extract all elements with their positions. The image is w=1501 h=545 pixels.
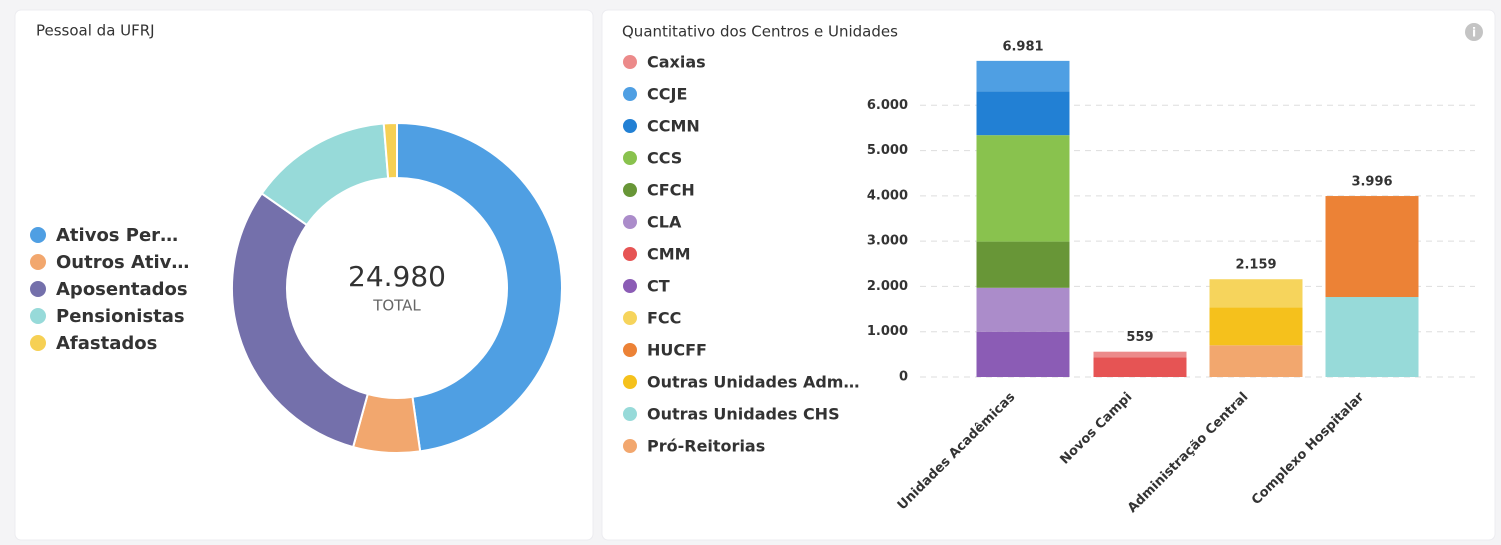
legend-label: CCJE bbox=[647, 85, 687, 104]
card-title: Quantitativo dos Centros e Unidades bbox=[622, 23, 898, 41]
legend-label: FCC bbox=[647, 309, 681, 328]
donut-slice bbox=[382, 121, 398, 180]
center-value: 24.980 bbox=[348, 260, 446, 293]
legend-dot bbox=[623, 343, 637, 357]
legend-dot bbox=[623, 407, 637, 421]
center-caption: TOTAL bbox=[372, 297, 421, 315]
bar-segment bbox=[1093, 357, 1187, 377]
total-label: 3.996 bbox=[1351, 175, 1392, 190]
legend-label: Ativos Per… bbox=[56, 225, 178, 246]
legend-label: Aposentados bbox=[56, 279, 188, 300]
legend-dot bbox=[623, 87, 637, 101]
legend-label: Pró-Reitorias bbox=[647, 437, 765, 456]
legend-dot bbox=[30, 308, 46, 324]
y-tick-label: 3.000 bbox=[867, 234, 908, 249]
legend-label: CFCH bbox=[647, 181, 695, 200]
y-tick-label: 1.000 bbox=[867, 324, 908, 339]
legend-dot bbox=[30, 335, 46, 351]
legend-label: Outras Unidades Adm… bbox=[647, 373, 859, 392]
y-tick-label: 2.000 bbox=[867, 279, 908, 294]
card-title: Pessoal da UFRJ bbox=[36, 22, 155, 40]
legend-label: CCMN bbox=[647, 117, 700, 136]
legend-dot bbox=[623, 215, 637, 229]
bar-segment bbox=[976, 331, 1070, 377]
legend-label: HUCFF bbox=[647, 341, 707, 360]
total-label: 2.159 bbox=[1235, 258, 1276, 273]
bar-segment bbox=[1209, 279, 1303, 308]
bar-segment bbox=[1209, 307, 1303, 346]
total-label: 559 bbox=[1126, 330, 1153, 345]
y-tick-label: 6.000 bbox=[867, 98, 908, 113]
legend-dot bbox=[623, 119, 637, 133]
legend-label: CLA bbox=[647, 213, 682, 232]
legend-dot bbox=[623, 151, 637, 165]
total-label: 6.981 bbox=[1002, 39, 1043, 54]
bar-segment bbox=[976, 60, 1070, 92]
info-icon[interactable]: i bbox=[1465, 23, 1483, 41]
bar-segment bbox=[976, 241, 1070, 288]
legend-label: Afastados bbox=[56, 333, 157, 354]
bar-segment bbox=[1325, 196, 1419, 298]
legend-label: CCS bbox=[647, 149, 682, 168]
bar-segment bbox=[976, 287, 1070, 332]
legend-dot bbox=[623, 311, 637, 325]
y-tick-label: 0 bbox=[899, 370, 908, 385]
legend-dot bbox=[30, 227, 46, 243]
legend-label: Pensionistas bbox=[56, 306, 185, 327]
y-tick-label: 5.000 bbox=[867, 143, 908, 158]
legend-dot bbox=[623, 183, 637, 197]
bar-segment bbox=[1325, 297, 1419, 377]
donut-slice bbox=[231, 192, 369, 449]
legend-dot bbox=[623, 247, 637, 261]
bar-segment bbox=[976, 135, 1070, 242]
y-tick-label: 4.000 bbox=[867, 188, 908, 203]
legend-label: CMM bbox=[647, 245, 691, 264]
legend-label: Caxias bbox=[647, 53, 706, 72]
svg-text:i: i bbox=[1472, 26, 1476, 40]
bar-segment bbox=[1093, 351, 1187, 358]
donut-slice bbox=[396, 121, 563, 453]
legend-dot bbox=[623, 375, 637, 389]
legend-dot bbox=[623, 279, 637, 293]
bar-segment bbox=[1209, 345, 1303, 377]
legend-dot bbox=[623, 55, 637, 69]
legend-dot bbox=[30, 281, 46, 297]
legend-label: Outras Unidades CHS bbox=[647, 405, 840, 424]
bar-segment bbox=[976, 91, 1070, 136]
legend-label: Outros Ativ… bbox=[56, 252, 189, 273]
legend-dot bbox=[623, 439, 637, 453]
legend-dot bbox=[30, 254, 46, 270]
legend-label: CT bbox=[647, 277, 670, 296]
